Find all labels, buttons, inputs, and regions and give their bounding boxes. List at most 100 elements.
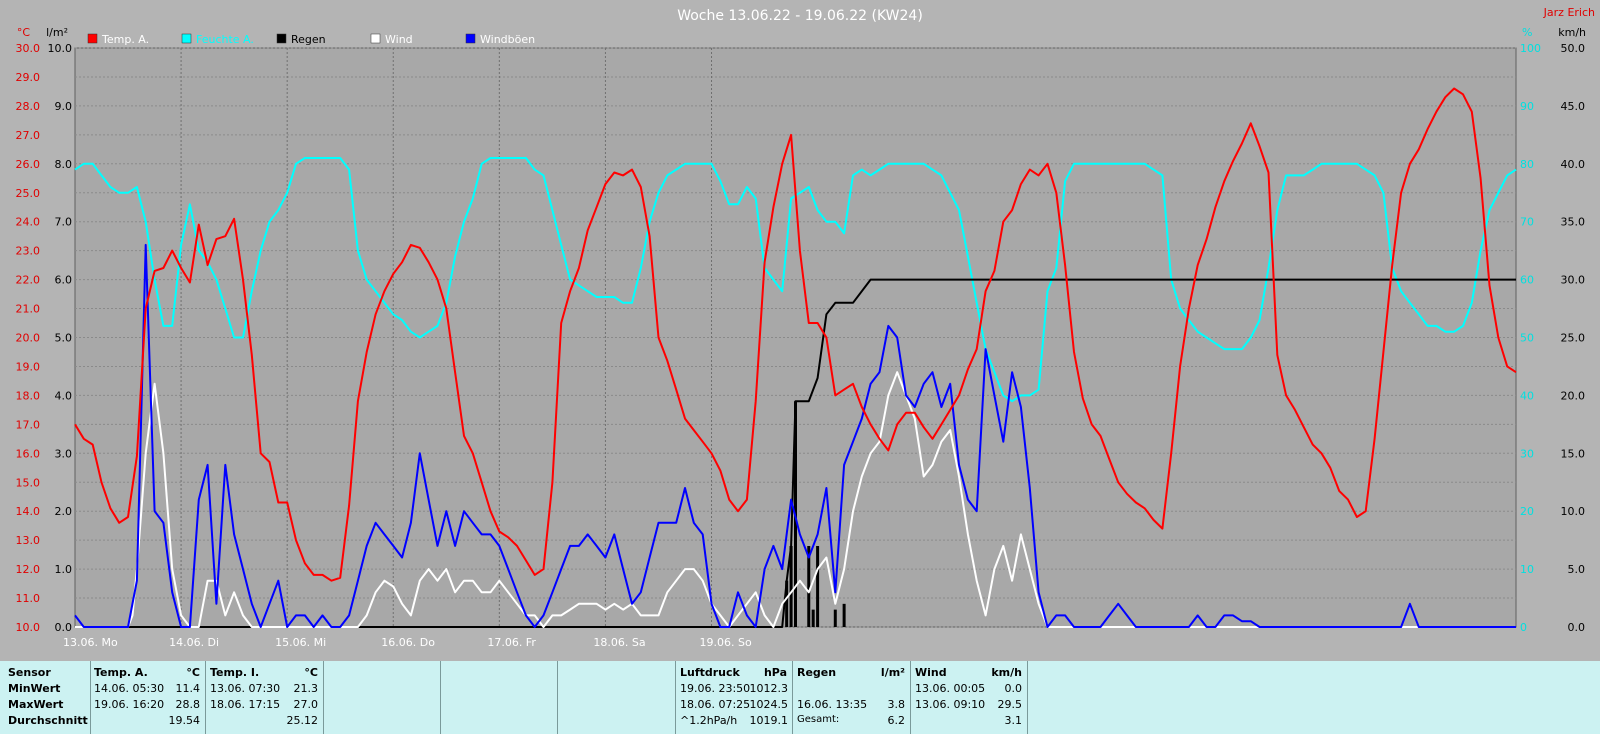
humidity-tick-label: 100 — [1520, 42, 1541, 55]
humidity-tick-label: 0 — [1520, 621, 1527, 634]
stats-header-sensor: Sensor — [8, 666, 51, 679]
statistics-table: Sensor MinWert MaxWert Durchschnitt Temp… — [0, 661, 1600, 734]
day-label: 18.06. Sa — [593, 636, 645, 649]
wind-tick-label: 35.0 — [1561, 216, 1586, 229]
temp-tick-label: 10.0 — [16, 621, 41, 634]
stats-header-wind: Wind — [915, 666, 947, 679]
rain-tick-label: 7.0 — [55, 216, 73, 229]
chart-title: Woche 13.06.22 - 19.06.22 (KW24) — [677, 8, 923, 24]
stats-value: 3.8 — [887, 698, 906, 711]
temp-tick-label: 21.0 — [16, 303, 41, 316]
stats-unit: hPa — [763, 666, 787, 679]
rain-tick-label: 8.0 — [55, 158, 73, 171]
temp-tick-label: 14.0 — [16, 505, 41, 518]
stats-total-label: Gesamt: — [797, 714, 840, 725]
stats-header-temp-i: Temp. I. — [210, 666, 260, 679]
humidity-tick-label: 10 — [1520, 563, 1534, 576]
wind-tick-label: 20.0 — [1561, 389, 1586, 402]
day-label: 17.06. Fr — [487, 636, 536, 649]
stats-unit: l/m² — [880, 666, 905, 679]
stats-time: 13.06. 07:30 — [210, 682, 281, 695]
divider — [792, 661, 793, 734]
temp-tick-label: 11.0 — [16, 592, 41, 605]
divider — [1027, 661, 1028, 734]
stats-value: 6.2 — [887, 714, 906, 727]
temp-tick-label: 29.0 — [16, 71, 41, 84]
legend-swatch — [370, 33, 381, 44]
wind-tick-label: 50.0 — [1561, 42, 1586, 55]
wind-tick-label: 40.0 — [1561, 158, 1586, 171]
stats-value: 11.4 — [175, 682, 201, 695]
weather-chart: 10.0 11.0 12.0 13.0 14.0 15.0 16.0 17.0 18.0 19.0… — [16, 6, 1596, 649]
legend-swatch — [181, 33, 192, 44]
stats-value: 29.5 — [997, 698, 1023, 711]
series-wind-line — [75, 371, 1516, 628]
author-label: Jarz Erich — [1543, 6, 1595, 19]
legend-label: Wind — [385, 33, 413, 46]
stats-unit: km/h — [991, 666, 1022, 679]
series-wind-line — [74, 243, 1516, 628]
rain-tick-label: 4.0 — [55, 389, 73, 402]
stats-row-label: MaxWert — [8, 698, 64, 711]
day-label: 14.06. Di — [169, 636, 219, 649]
stats-value: 25.12 — [286, 714, 319, 727]
stats-value: 1012.3 — [749, 682, 789, 695]
divider — [675, 661, 676, 734]
temp-tick-label: 18.0 — [16, 389, 41, 402]
stats-unit: °C — [304, 666, 318, 679]
wind-tick-label: 0.0 — [1568, 621, 1586, 634]
series-temp-line — [74, 87, 1517, 582]
rain-tick-label: 3.0 — [55, 447, 73, 460]
wind-tick-label: 15.0 — [1561, 447, 1586, 460]
wind-axis-unit: km/h — [1558, 26, 1586, 39]
rain-axis-unit: l/m² — [46, 26, 68, 39]
divider — [910, 661, 911, 734]
temp-tick-label: 24.0 — [16, 216, 41, 229]
divider — [557, 661, 558, 734]
temp-tick-label: 15.0 — [16, 476, 41, 489]
day-label: 15.06. Mi — [275, 636, 326, 649]
temp-tick-label: 27.0 — [16, 129, 41, 142]
temp-tick-label: 26.0 — [16, 158, 41, 171]
legend-swatch — [276, 33, 287, 44]
legend-label: Windböen — [480, 33, 535, 46]
legend-label: Regen — [291, 33, 326, 46]
wind-tick-label: 10.0 — [1561, 505, 1586, 518]
wind-tick-label: 25.0 — [1561, 332, 1586, 345]
rain-tick-label: 1.0 — [55, 563, 73, 576]
day-label: 16.06. Do — [381, 636, 435, 649]
temp-tick-label: 16.0 — [16, 447, 41, 460]
temp-tick-label: 30.0 — [16, 42, 41, 55]
day-label: 13.06. Mo — [63, 636, 118, 649]
stats-value: 1024.5 — [749, 698, 789, 711]
wind-tick-label: 5.0 — [1568, 563, 1586, 576]
stats-time: 18.06. 17:15 — [210, 698, 281, 711]
series-rain-line — [75, 278, 1516, 628]
stats-time: 13.06. 09:10 — [915, 698, 986, 711]
temp-tick-label: 22.0 — [16, 274, 41, 287]
stats-value: 19.54 — [168, 714, 201, 727]
stats-header-rain: Regen — [797, 666, 837, 679]
humidity-tick-label: 90 — [1520, 100, 1534, 113]
rain-tick-label: 9.0 — [55, 100, 73, 113]
humidity-tick-label: 70 — [1520, 216, 1534, 229]
divider — [205, 661, 206, 734]
divider — [90, 661, 91, 734]
stats-time: 19.06. 16:20 — [94, 698, 165, 711]
temp-tick-label: 25.0 — [16, 187, 41, 200]
humidity-tick-label: 30 — [1520, 447, 1534, 460]
humidity-tick-label: 50 — [1520, 332, 1534, 345]
temp-tick-label: 12.0 — [16, 563, 41, 576]
stats-header-pressure: Luftdruck — [680, 666, 740, 679]
stats-time: 14.06. 05:30 — [94, 682, 165, 695]
temp-tick-label: 17.0 — [16, 418, 41, 431]
rain-tick-label: 6.0 — [55, 274, 73, 287]
wind-tick-label: 45.0 — [1561, 100, 1586, 113]
rain-tick-label: 2.0 — [55, 505, 73, 518]
temp-tick-label: 20.0 — [16, 332, 41, 345]
humidity-axis-unit: % — [1522, 26, 1532, 39]
stats-trend: ^1.2hPa/h — [680, 714, 738, 727]
rain-tick-label: 5.0 — [55, 332, 73, 345]
humidity-tick-label: 40 — [1520, 389, 1534, 402]
legend-label: Temp. A. — [101, 33, 149, 46]
